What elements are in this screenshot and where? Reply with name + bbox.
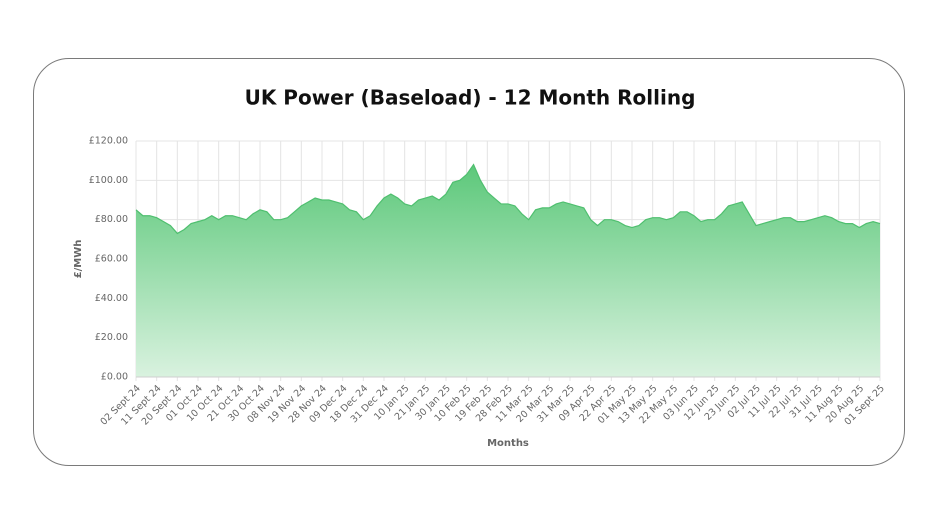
x-axis-label: Months [487,438,529,449]
chart-title: UK Power (Baseload) - 12 Month Rolling [245,86,696,110]
chart-card [33,58,905,466]
y-tick-label: £0.00 [101,372,128,383]
y-tick-label: £60.00 [95,254,128,265]
y-tick-label: £80.00 [95,214,128,225]
area [136,164,880,377]
line [135,163,881,235]
y-tick-label: £100.00 [89,175,128,186]
y-tick-label: £40.00 [95,293,128,304]
y-tick-label: £120.00 [89,136,128,147]
y-tick-label: £20.00 [95,332,128,343]
y-axis-label: £/MWh [73,240,84,279]
